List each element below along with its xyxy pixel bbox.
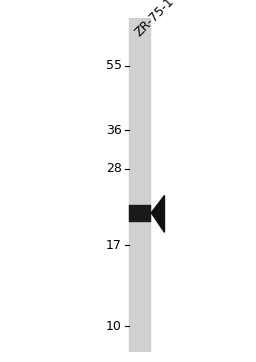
Text: 55: 55 xyxy=(106,59,122,72)
Text: 36: 36 xyxy=(106,124,122,137)
Text: ZR-75-1: ZR-75-1 xyxy=(133,0,177,39)
Text: 28: 28 xyxy=(106,162,122,175)
Text: 10: 10 xyxy=(106,320,122,333)
Polygon shape xyxy=(151,195,165,232)
Text: 17: 17 xyxy=(106,239,122,252)
